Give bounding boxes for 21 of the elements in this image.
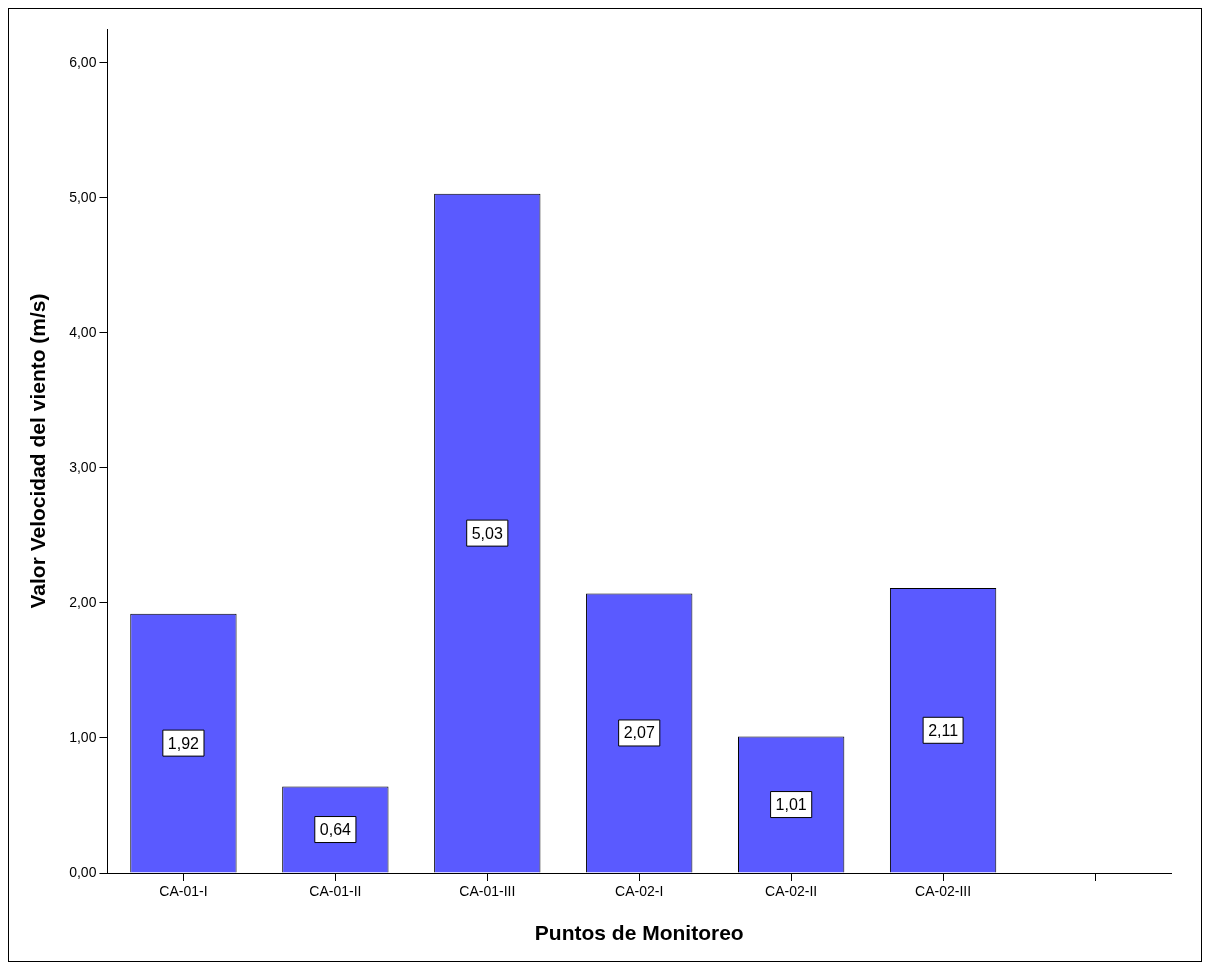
y-tick-label: 5,00 (69, 188, 97, 205)
data-label: 0,64 (319, 820, 352, 838)
data-label: 2,11 (928, 721, 959, 739)
data-label: 5,03 (471, 524, 503, 542)
x-tick-label: CA-02-II (765, 883, 818, 900)
data-label: 1,92 (167, 734, 200, 752)
data-label: 2,07 (623, 724, 655, 742)
data-label: 1,01 (775, 795, 807, 813)
y-tick-label: 4,00 (69, 323, 97, 340)
y-tick-label: 2,00 (69, 593, 97, 610)
x-tick-label: CA-02-I (615, 883, 664, 900)
y-tick-label: 0,00 (69, 863, 97, 880)
x-tick-label: CA-01-III (459, 883, 516, 900)
y-tick-label: 3,00 (69, 458, 97, 475)
x-tick-label: CA-02-III (915, 883, 972, 900)
x-tick-label: CA-01-I (159, 883, 208, 900)
y-axis-title: Valor Velocidad del viento (m/s) (26, 293, 50, 609)
y-tick-label: 1,00 (69, 728, 97, 745)
y-tick-label: 6,00 (69, 53, 97, 70)
x-tick-label: CA-01-II (309, 883, 362, 900)
x-axis-title: Puntos de Monitoreo (534, 921, 744, 945)
